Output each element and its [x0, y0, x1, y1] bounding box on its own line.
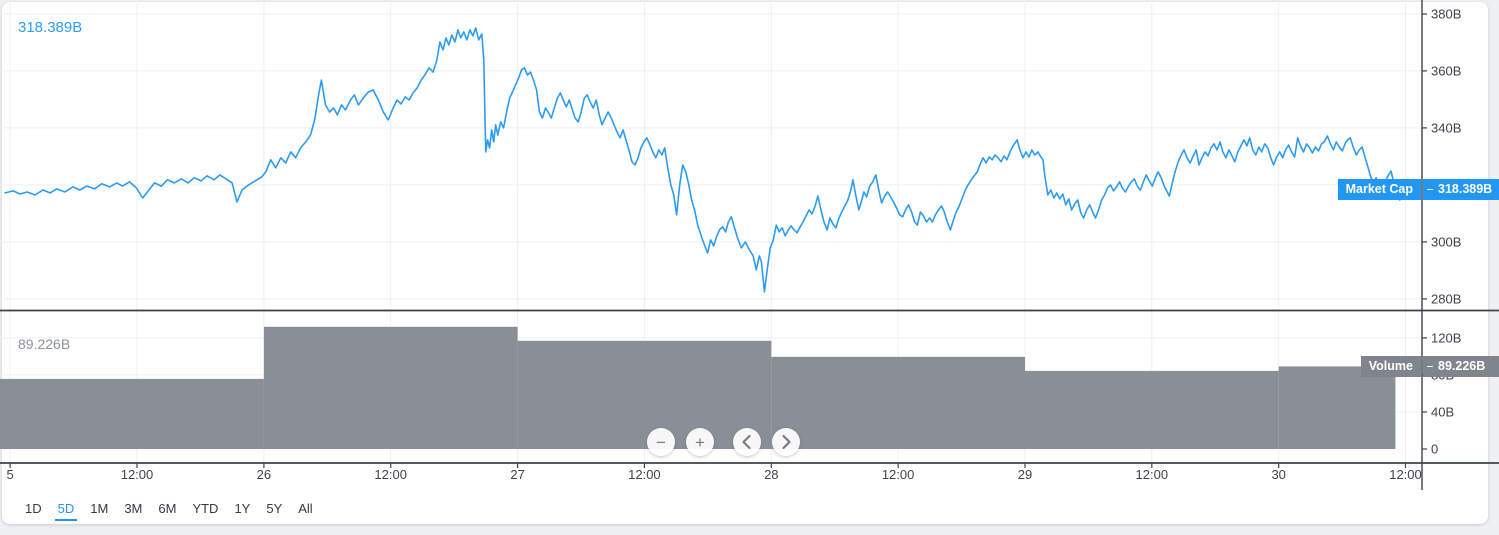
- axis-tick-dash: [1427, 188, 1433, 191]
- volume-bar-day-29: [1025, 370, 1279, 449]
- time-axis-tick-label: 12:00: [374, 467, 407, 482]
- volume-axis-badge-value: 89.226B: [1438, 359, 1486, 373]
- time-axis-tick-label: 26: [257, 467, 271, 482]
- volume-bar-day-27: [517, 340, 772, 449]
- market-cap-axis-badge: 318.389B: [1423, 179, 1499, 200]
- market-cap-series-badge-label: Market Cap: [1345, 182, 1413, 196]
- market-cap-line: [4, 27, 1404, 293]
- price-axis-tick: 300B: [1431, 234, 1461, 249]
- chevron-left-icon: [742, 434, 751, 450]
- minus-icon: −: [656, 432, 666, 452]
- plus-icon: +: [695, 432, 705, 452]
- range-button-5y[interactable]: 5Y: [263, 499, 285, 521]
- volume-axis-tick: 120B: [1431, 330, 1461, 345]
- chevron-right-icon: [782, 434, 791, 450]
- range-button-1d[interactable]: 1D: [22, 499, 45, 521]
- volume-axis-tick: 40B: [1431, 405, 1454, 420]
- market-cap-axis-badge-value: 318.389B: [1438, 182, 1493, 196]
- time-axis-tick-label: 12:00: [882, 467, 915, 482]
- axis-tick-dash: [1427, 365, 1433, 368]
- price-axis-tick: 380B: [1431, 7, 1461, 22]
- volume-bar-day-30: [1278, 366, 1396, 449]
- market-cap-series-badge: Market Cap: [1337, 179, 1421, 200]
- range-button-1m[interactable]: 1M: [87, 499, 111, 521]
- market-cap-current-value: 318.389B: [18, 19, 83, 36]
- time-axis-tick-label: 27: [510, 467, 524, 482]
- time-axis-tick-label: 5: [6, 467, 13, 482]
- range-button-all[interactable]: All: [295, 499, 315, 521]
- volume-bar-day-28: [771, 356, 1025, 449]
- volume-series-badge-label: Volume: [1368, 359, 1413, 373]
- time-axis-tick-label: 29: [1018, 467, 1032, 482]
- price-axis-tick: 280B: [1431, 291, 1461, 306]
- volume-axis-tick: 0: [1431, 442, 1438, 457]
- range-button-6m[interactable]: 6M: [155, 499, 179, 521]
- chart-canvas[interactable]: 380B360B340B300B280B120B80B40B0512:00261…: [0, 0, 1499, 491]
- time-axis-tick-label: 28: [764, 467, 778, 482]
- range-selector: 1D 5D 1M 3M 6M YTD 1Y 5Y All: [22, 499, 326, 521]
- zoom-controls: − +: [647, 428, 800, 456]
- time-axis-tick-label: 12:00: [1389, 467, 1422, 482]
- time-axis-tick-label: 12:00: [121, 467, 154, 482]
- time-axis-tick-label: 12:00: [628, 467, 661, 482]
- scroll-left-button[interactable]: [733, 428, 761, 456]
- range-button-1y[interactable]: 1Y: [231, 499, 253, 521]
- price-axis-tick: 340B: [1431, 120, 1461, 135]
- time-axis-tick-label: 12:00: [1136, 467, 1169, 482]
- time-axis-tick-label: 30: [1271, 467, 1285, 482]
- price-axis-tick: 360B: [1431, 63, 1461, 78]
- volume-bar-day-25: [0, 378, 264, 449]
- zoom-in-button[interactable]: +: [686, 428, 714, 456]
- volume-series-badge: Volume: [1360, 356, 1421, 377]
- volume-bar-day-26: [263, 326, 518, 449]
- range-button-ytd[interactable]: YTD: [189, 499, 221, 521]
- volume-current-value: 89.226B: [18, 336, 71, 352]
- range-button-3m[interactable]: 3M: [121, 499, 145, 521]
- zoom-out-button[interactable]: −: [647, 428, 675, 456]
- range-button-5d[interactable]: 5D: [54, 499, 78, 521]
- volume-axis-badge: 89.226B: [1423, 356, 1499, 377]
- scroll-right-button[interactable]: [772, 428, 800, 456]
